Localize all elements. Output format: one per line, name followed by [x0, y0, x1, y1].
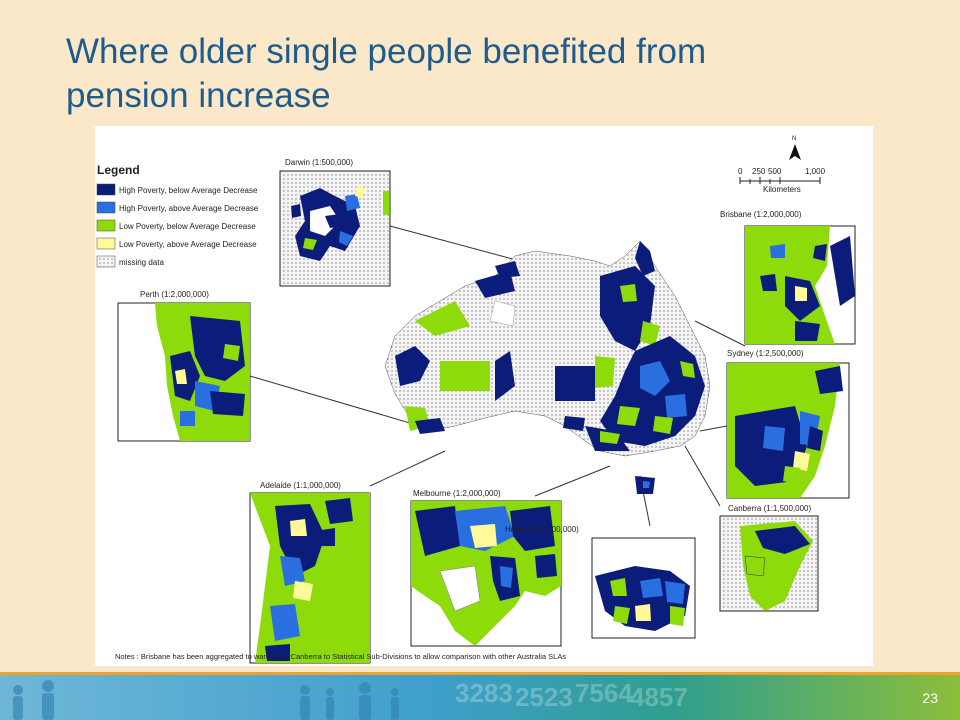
inset-connectors: [249, 225, 746, 527]
svg-text:2523: 2523: [515, 682, 573, 712]
inset-perth-label: Perth (1:2,000,000): [140, 290, 209, 299]
legend: Legend High Poverty, below Average Decre…: [96, 163, 259, 268]
inset-darwin: Darwin (1:500,000): [279, 158, 391, 287]
inset-hobart: Hobart (1:2,000,000): [505, 525, 696, 639]
page-number: 23: [922, 690, 938, 706]
legend-label-low-below: Low Poverty, below Average Decrease: [119, 222, 256, 231]
legend-swatch-missing: [96, 255, 116, 268]
svg-text:3283: 3283: [455, 678, 513, 708]
inset-brisbane: Brisbane (1:2,000,000): [720, 210, 856, 345]
scale-unit: Kilometers: [763, 185, 801, 194]
legend-swatch-high-above: [96, 201, 116, 214]
svg-text:7564: 7564: [575, 678, 633, 708]
scale-tick-500: 500: [768, 167, 782, 176]
map-svg: Legend High Poverty, below Average Decre…: [96, 136, 856, 664]
north-label: N: [792, 136, 796, 142]
inset-adelaide: Adelaide (1:1,000,000): [249, 481, 371, 664]
north-arrow-icon: N: [789, 136, 801, 160]
legend-swatch-low-above: [96, 237, 116, 250]
legend-swatch-high-below: [96, 183, 116, 196]
scale-tick-0: 0: [738, 167, 743, 176]
slide-title: Where older single people benefited from…: [66, 30, 886, 118]
slide-title-line2: pension increase: [66, 76, 331, 115]
inset-adelaide-label: Adelaide (1:1,000,000): [260, 481, 341, 490]
inset-canberra-label: Canberra (1:1,500,000): [728, 504, 812, 513]
footer-graphic: 3283 2523 7564 4857: [0, 672, 960, 720]
scale-bar: 0 250 500 1,000 Kilometers: [738, 167, 826, 194]
map-notes: Notes : Brisbane has been aggregated to …: [115, 652, 566, 661]
svg-text:4857: 4857: [630, 682, 688, 712]
inset-hobart-label: Hobart (1:2,000,000): [505, 525, 579, 534]
inset-sydney-label: Sydney (1:2,500,000): [727, 349, 804, 358]
scale-tick-250: 250: [752, 167, 766, 176]
legend-title: Legend: [97, 163, 140, 177]
inset-darwin-label: Darwin (1:500,000): [285, 158, 353, 167]
scale-tick-1000: 1,000: [805, 167, 826, 176]
map-figure: Legend High Poverty, below Average Decre…: [95, 126, 873, 666]
inset-melbourne: Melbourne (1:2,000,000): [410, 489, 562, 647]
inset-canberra: Canberra (1:1,500,000): [719, 504, 819, 612]
inset-perth: Perth (1:2,000,000): [117, 290, 251, 442]
legend-swatch-low-below: [96, 219, 116, 232]
footer-bar: 3283 2523 7564 4857: [0, 672, 960, 720]
legend-label-high-below: High Poverty, below Average Decrease: [119, 186, 258, 195]
legend-label-missing: missing data: [119, 258, 164, 267]
inset-sydney: Sydney (1:2,500,000): [726, 349, 850, 499]
legend-label-low-above: Low Poverty, above Average Decrease: [119, 240, 257, 249]
slide-title-line1: Where older single people benefited from: [66, 32, 707, 71]
inset-brisbane-label: Brisbane (1:2,000,000): [720, 210, 802, 219]
inset-melbourne-label: Melbourne (1:2,000,000): [413, 489, 501, 498]
mainland-australia: [384, 240, 711, 494]
legend-label-high-above: High Poverty, above Average Decrease: [119, 204, 259, 213]
